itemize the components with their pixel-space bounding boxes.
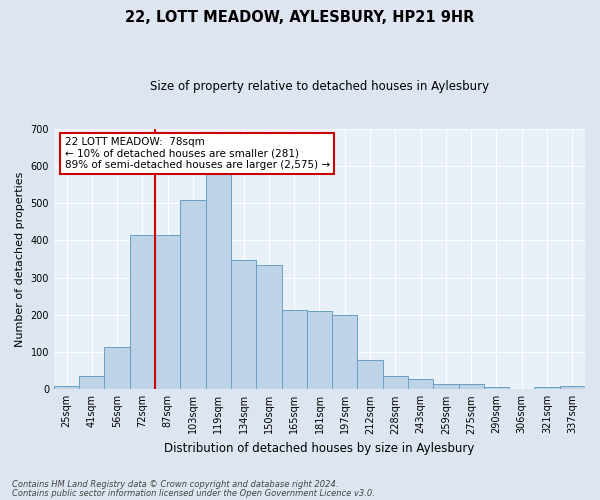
Bar <box>256 264 281 390</box>
Text: 22, LOTT MEADOW, AYLESBURY, HP21 9HR: 22, LOTT MEADOW, AYLESBURY, HP21 9HR <box>125 10 475 25</box>
Title: Size of property relative to detached houses in Aylesbury: Size of property relative to detached ho… <box>150 80 489 93</box>
Y-axis label: Number of detached properties: Number of detached properties <box>15 172 25 347</box>
Bar <box>307 311 332 390</box>
Text: Contains public sector information licensed under the Open Government Licence v3: Contains public sector information licen… <box>12 488 375 498</box>
Bar <box>433 384 458 390</box>
Bar <box>130 235 155 390</box>
Bar <box>408 380 433 390</box>
Bar <box>560 386 585 390</box>
Bar <box>281 310 307 390</box>
Bar <box>181 200 206 390</box>
Bar <box>104 348 130 390</box>
X-axis label: Distribution of detached houses by size in Aylesbury: Distribution of detached houses by size … <box>164 442 475 455</box>
Text: Contains HM Land Registry data © Crown copyright and database right 2024.: Contains HM Land Registry data © Crown c… <box>12 480 338 489</box>
Bar <box>155 235 181 390</box>
Bar <box>383 376 408 390</box>
Bar <box>332 315 358 390</box>
Bar <box>79 376 104 390</box>
Bar <box>358 360 383 390</box>
Bar <box>535 388 560 390</box>
Bar <box>206 174 231 390</box>
Text: 22 LOTT MEADOW:  78sqm
← 10% of detached houses are smaller (281)
89% of semi-de: 22 LOTT MEADOW: 78sqm ← 10% of detached … <box>65 136 329 170</box>
Bar <box>484 388 509 390</box>
Bar <box>54 386 79 390</box>
Bar <box>458 384 484 390</box>
Bar <box>231 260 256 390</box>
